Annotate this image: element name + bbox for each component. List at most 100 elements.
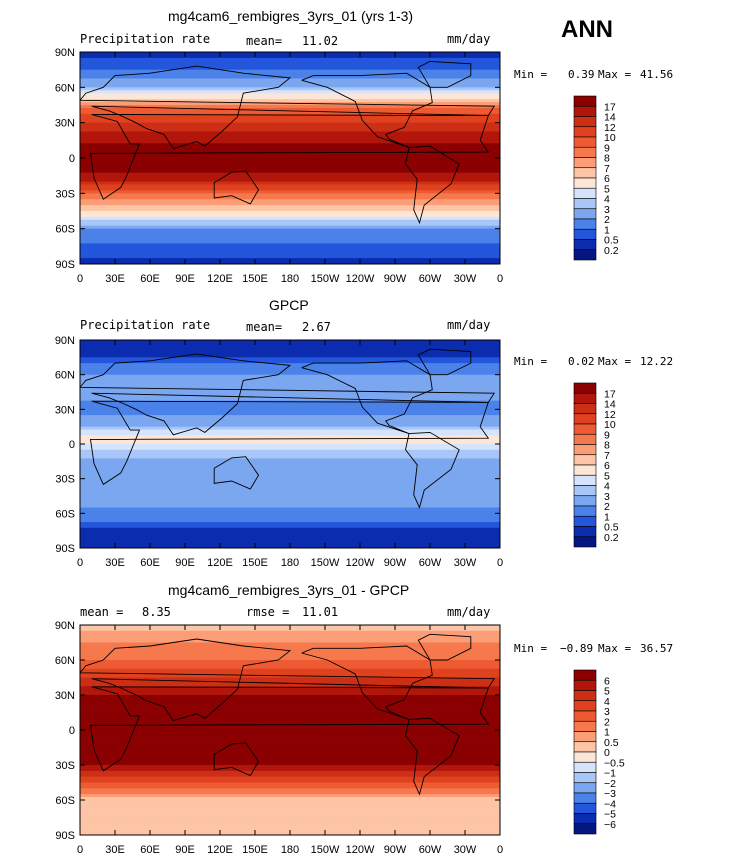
x-tick-label: 120W [346, 557, 375, 569]
field-band [80, 630, 500, 635]
field-band [80, 446, 500, 451]
colorbar-swatch [573, 505, 597, 517]
field-band [80, 732, 500, 737]
field-band [80, 493, 500, 497]
colorbar-swatch [573, 710, 597, 722]
field-band [80, 371, 500, 376]
field-band [80, 697, 500, 702]
x-tick-label: 180 [281, 844, 299, 856]
colorbar-swatch [573, 239, 597, 251]
colorbar-swatch [573, 464, 597, 476]
panel-3-title: mg4cam6_rembigres_3yrs_01 - GPCP [168, 582, 410, 598]
x-tick-label: 0 [77, 273, 83, 285]
x-tick-label: 30W [454, 844, 477, 856]
field-band [80, 703, 500, 708]
colorbar-label: 8 [604, 153, 610, 165]
field-band [80, 767, 500, 772]
map-3-field [80, 625, 500, 835]
colorbar-label: 4 [604, 194, 610, 206]
colorbar-swatch [573, 208, 597, 220]
field-band [80, 756, 500, 760]
y-tick-label: 30N [55, 404, 75, 416]
field-band [80, 107, 500, 112]
x-tick-label: 60W [419, 557, 442, 569]
colorbar-label: −6 [604, 819, 616, 831]
field-band [80, 636, 500, 641]
field-band [80, 178, 500, 183]
colorbar-swatch [573, 802, 597, 814]
field-band [80, 418, 500, 422]
field-band [80, 475, 500, 480]
field-band [80, 470, 500, 474]
x-tick-label: 90E [175, 557, 195, 569]
field-band [80, 420, 500, 425]
field-band [80, 415, 500, 419]
field-band [80, 119, 500, 124]
field-band [80, 196, 500, 200]
field-band [80, 122, 500, 127]
field-band [80, 539, 500, 543]
coastline [417, 60, 472, 88]
coastline [80, 638, 496, 722]
field-band [80, 709, 500, 714]
field-band [80, 721, 500, 725]
field-band [80, 706, 500, 711]
field-band [80, 665, 500, 670]
field-band [80, 360, 500, 364]
field-band [80, 102, 500, 106]
field-band [80, 727, 500, 731]
field-band [80, 140, 500, 144]
x-tick-label: 120E [207, 273, 233, 285]
field-band [80, 683, 500, 687]
field-band [80, 163, 500, 168]
field-band [80, 765, 500, 769]
field-band [80, 81, 500, 85]
field-band [80, 394, 500, 399]
field-band [80, 252, 500, 256]
field-band [80, 166, 500, 171]
field-band [80, 695, 500, 699]
coastline [405, 431, 460, 509]
field-band [80, 516, 500, 520]
panel-1-left-label: Precipitation rate [80, 32, 211, 46]
colorbar-swatch [573, 167, 597, 179]
field-band [80, 753, 500, 757]
colorbar-swatch [573, 690, 597, 702]
field-band [80, 738, 500, 743]
field-band [80, 392, 500, 396]
colorbar-label: 0.2 [604, 532, 619, 544]
field-band [80, 363, 500, 367]
field-band [80, 504, 500, 509]
field-band [80, 785, 500, 789]
field-band [80, 113, 500, 118]
x-tick-label: 180 [281, 273, 299, 285]
coastline [417, 348, 472, 376]
field-band [80, 718, 500, 722]
colorbar-label: 3 [604, 491, 610, 503]
colorbar-swatch [573, 146, 597, 158]
colorbar-swatch [573, 198, 597, 210]
field-band [80, 429, 500, 434]
colorbar-label: 0.5 [604, 737, 619, 749]
y-tick-label: 60N [55, 655, 75, 667]
panel-2-min-value: 0.02 [568, 355, 595, 368]
colorbar-swatch [573, 526, 597, 538]
field-band [80, 527, 500, 532]
field-band [80, 826, 500, 830]
panel-1-stat-label: mean= [246, 34, 283, 48]
field-band [80, 389, 500, 393]
field-band [80, 712, 500, 717]
colorbar-swatch [573, 669, 597, 681]
field-band [80, 817, 500, 822]
colorbar-label: 7 [604, 163, 610, 175]
field-band [80, 96, 500, 100]
colorbar-label: 2 [604, 214, 610, 226]
map-2-field [80, 340, 500, 548]
colorbar-label: 6 [604, 173, 610, 185]
y-tick-label: 30N [55, 118, 75, 130]
field-band [80, 246, 500, 250]
colorbar-swatch [573, 187, 597, 199]
field-band [80, 213, 500, 218]
field-band [80, 99, 500, 103]
field-band [80, 205, 500, 209]
